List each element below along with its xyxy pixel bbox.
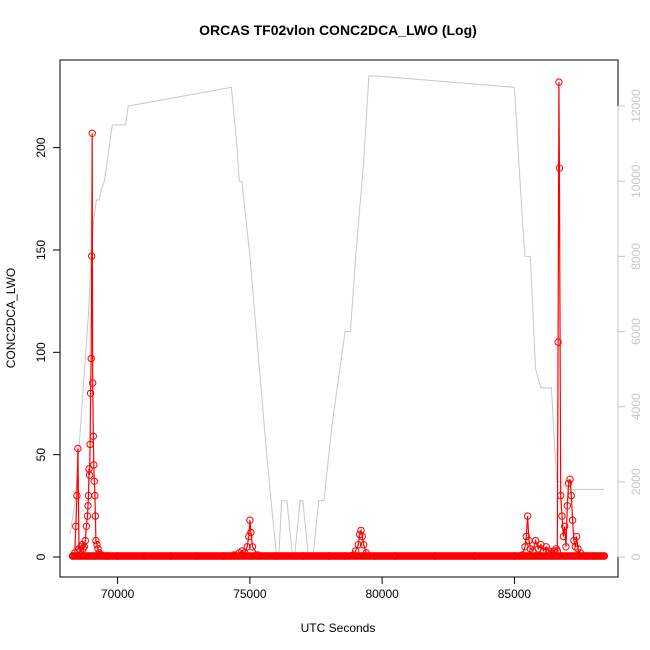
data-point	[554, 338, 562, 346]
data-point	[531, 536, 540, 545]
data-point	[567, 491, 575, 500]
x-tick-label: 75000	[233, 587, 267, 601]
y2-tick-label: 4000	[629, 393, 643, 420]
data-point	[562, 543, 570, 551]
y2-tick-label: 0	[629, 553, 643, 560]
data-point	[243, 543, 251, 551]
data-point	[561, 522, 569, 530]
data-point	[555, 164, 564, 172]
y2-tick-label: 2000	[629, 468, 643, 495]
data-point	[86, 440, 94, 449]
data-point	[91, 512, 100, 520]
data-point	[557, 491, 565, 500]
x-tick-label: 80000	[365, 587, 399, 601]
data-point	[358, 532, 366, 541]
data-point	[246, 516, 254, 524]
chart-title: ORCAS TF02vlon CONC2DCA_LWO (Log)	[199, 22, 477, 38]
y2-tick-label: 12000	[629, 89, 643, 123]
data-point	[93, 541, 101, 549]
data-point	[245, 532, 253, 541]
data-point	[74, 444, 82, 453]
data-point	[550, 547, 558, 555]
x-tick-label: 85000	[498, 587, 532, 601]
data-point	[574, 545, 582, 553]
data-point	[89, 432, 98, 440]
y2-tick-label: 8000	[629, 243, 643, 270]
y-tick-label: 100	[34, 342, 48, 362]
data-point	[81, 536, 90, 545]
x-tick-label: 70000	[101, 587, 135, 601]
data-point	[563, 502, 571, 510]
primary-series-layer	[68, 78, 609, 560]
y-tick-label: 150	[34, 240, 48, 260]
secondary-series-layer	[69, 75, 605, 554]
data-point	[247, 528, 255, 537]
y-tick-label: 200	[34, 137, 48, 157]
data-point	[89, 379, 97, 387]
y2-tick-label: 10000	[629, 164, 643, 198]
data-point	[523, 512, 532, 520]
data-point	[568, 516, 577, 524]
data-point	[564, 479, 573, 487]
data-point	[88, 129, 96, 138]
data-point	[82, 522, 91, 530]
data-point	[359, 541, 368, 549]
data-point	[248, 543, 257, 551]
data-point	[91, 491, 99, 500]
data-point	[572, 532, 581, 541]
x-axis-label: UTC Seconds	[301, 621, 376, 635]
data-point	[86, 389, 95, 397]
data-point	[94, 545, 102, 553]
data-point	[72, 522, 80, 530]
y2-tick-label: 6000	[629, 318, 643, 345]
y-tick-label: 50	[34, 448, 48, 462]
plot-frame	[59, 59, 619, 578]
data-point	[87, 354, 95, 363]
data-point	[84, 502, 92, 510]
data-point	[92, 536, 100, 545]
y-axis-label: CONC2DCA_LWO	[4, 268, 18, 368]
data-point	[85, 471, 94, 479]
data-point	[542, 543, 550, 551]
data-point	[73, 491, 81, 500]
data-point	[90, 461, 98, 469]
data-point	[88, 252, 96, 260]
data-point	[555, 78, 563, 86]
data-point	[559, 532, 568, 541]
secondary-series-line	[69, 75, 605, 554]
data-point	[90, 477, 99, 485]
data-point	[354, 541, 362, 549]
data-point	[566, 475, 574, 483]
data-point	[83, 512, 92, 520]
y-tick-label: 0	[34, 553, 48, 560]
axes-layer: 70000 75000 80000 8500005010015020002000400…	[34, 89, 643, 601]
primary-series-line	[72, 82, 605, 557]
baseline-point	[600, 552, 608, 560]
data-point	[558, 512, 566, 520]
